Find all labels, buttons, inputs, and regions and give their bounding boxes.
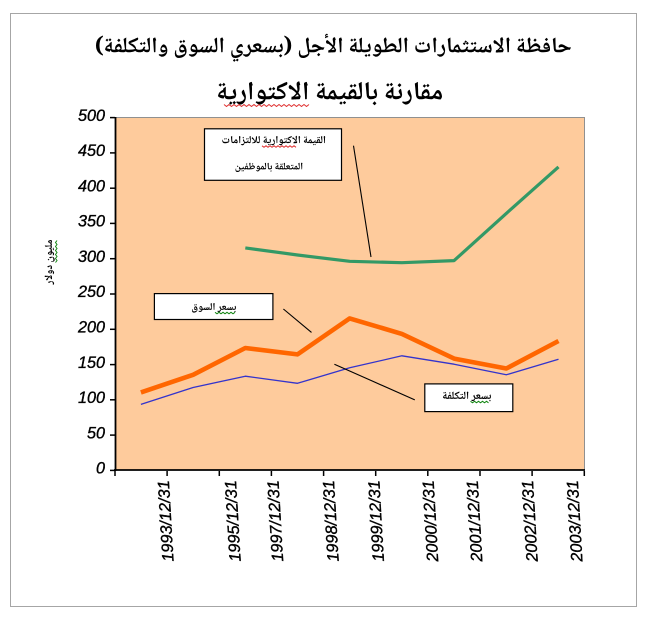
svg-text:150: 150	[78, 354, 105, 372]
svg-text:2000/12/31: 2000/12/31	[420, 480, 443, 563]
svg-text:2002/12/31: 2002/12/31	[519, 480, 542, 563]
svg-text:100: 100	[78, 389, 105, 407]
svg-text:400: 400	[78, 177, 105, 195]
svg-text:250: 250	[77, 283, 105, 301]
svg-text:200: 200	[77, 319, 105, 337]
svg-text:2003/12/31: 2003/12/31	[564, 480, 587, 563]
svg-text:0: 0	[96, 460, 105, 478]
svg-text:1997/12/31: 1997/12/31	[265, 480, 288, 562]
svg-text:50: 50	[87, 424, 105, 442]
svg-text:1995/12/31: 1995/12/31	[222, 480, 245, 562]
svg-text:2001/12/31: 2001/12/31	[464, 480, 487, 563]
svg-text:1999/12/31: 1999/12/31	[365, 480, 388, 562]
svg-text:300: 300	[78, 248, 105, 266]
svg-text:1993/12/31: 1993/12/31	[155, 480, 178, 562]
svg-text:500: 500	[78, 107, 105, 125]
svg-text:350: 350	[78, 213, 105, 231]
svg-text:1998/12/31: 1998/12/31	[320, 480, 343, 562]
svg-text:450: 450	[78, 142, 105, 160]
